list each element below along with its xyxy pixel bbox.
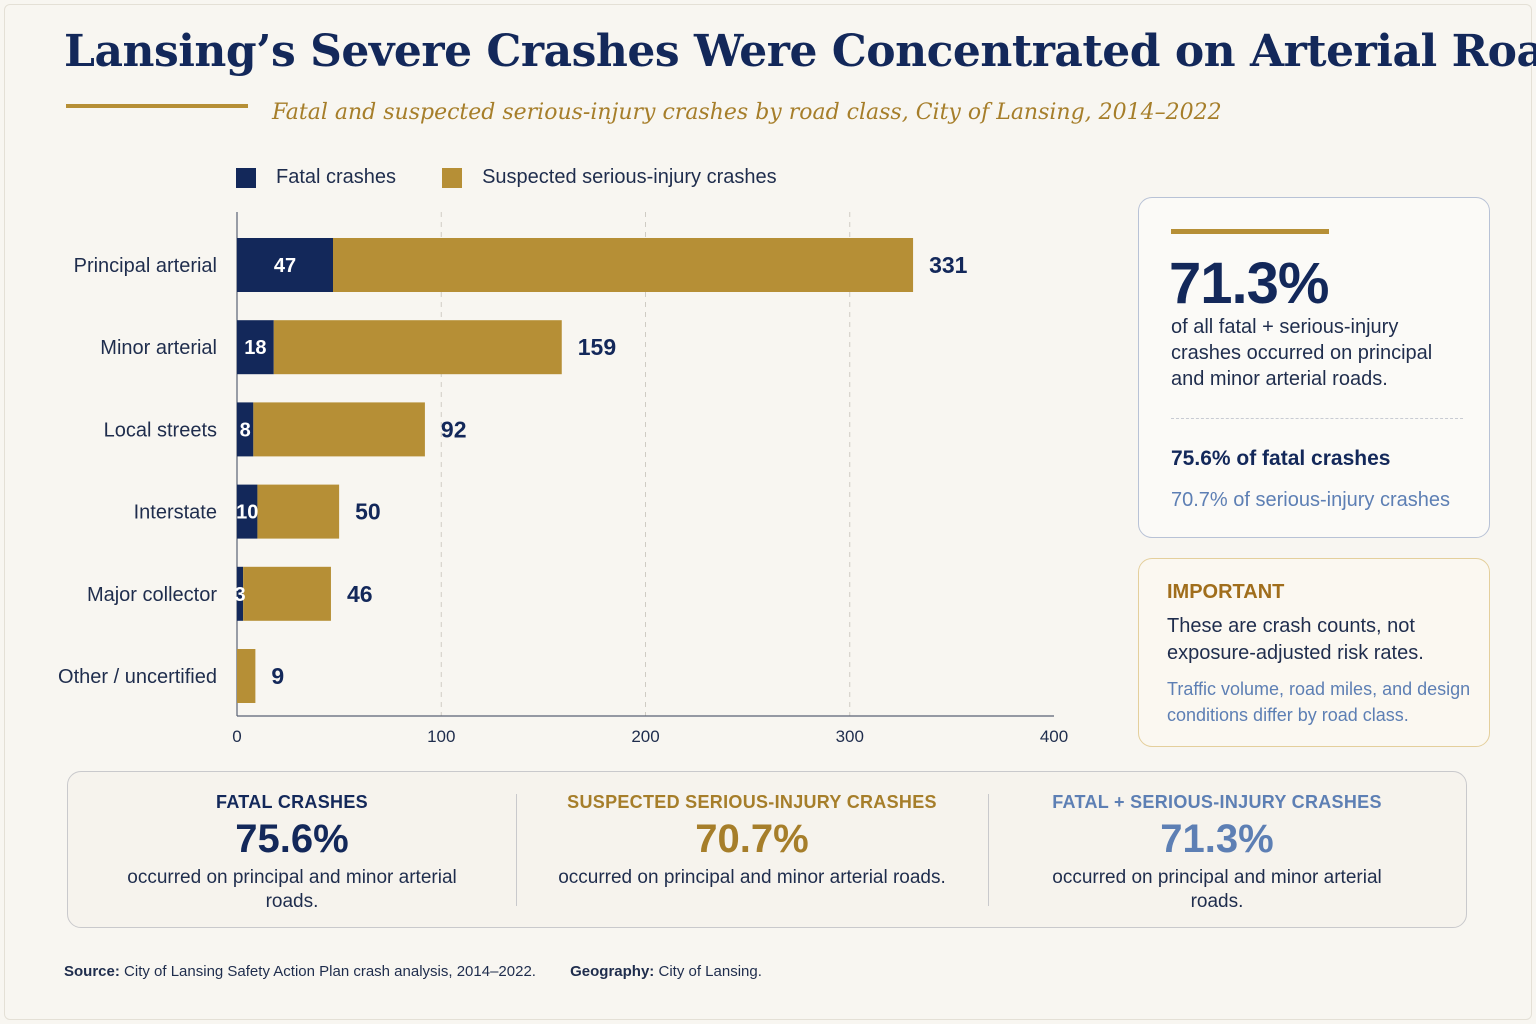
- summary-description: occurred on principal and minor arterial…: [127, 867, 457, 912]
- bar-total-label: 50: [355, 499, 381, 525]
- chart-legend: Fatal crashes Suspected serious-injury c…: [236, 166, 823, 189]
- x-tick-label: 0: [232, 727, 241, 746]
- legend-item-serious: Suspected serious-injury crashes: [442, 166, 777, 189]
- bar-serious: [332, 238, 914, 292]
- summary-fatal: FATAL CRASHES 75.6% occurred on principa…: [68, 772, 516, 929]
- summary-description: occurred on principal and minor arterial…: [558, 867, 946, 888]
- title-rule: [66, 104, 248, 108]
- summary-divider: [516, 794, 517, 906]
- bar-data-label: 47: [274, 255, 296, 277]
- headline-stat-description: of all fatal + serious-injury crashes oc…: [1171, 316, 1433, 390]
- page-title: Lansing’s Severe Crashes Were Concentrat…: [64, 26, 1536, 77]
- card-divider: [1171, 418, 1463, 419]
- bar-data-label: 3: [235, 584, 246, 606]
- bar-total-label: 46: [347, 581, 373, 607]
- bar-fatal: [237, 402, 254, 457]
- x-tick-label: 200: [631, 727, 659, 746]
- y-tick-label: Other / uncertified: [58, 666, 217, 688]
- note-sub-text: Traffic volume, road miles, and design c…: [1167, 679, 1471, 725]
- summary-description: occurred on principal and minor arterial…: [1052, 867, 1382, 912]
- y-tick-label: Major collector: [87, 584, 217, 606]
- summary-value: 75.6%: [235, 817, 349, 861]
- summary-heading: FATAL + SERIOUS-INJURY CRASHES: [1052, 792, 1382, 812]
- bar-total-label: 9: [271, 663, 284, 689]
- summary-divider: [988, 794, 989, 906]
- summary-value: 70.7%: [695, 817, 809, 861]
- summary-heading: SUSPECTED SERIOUS-INJURY CRASHES: [567, 792, 937, 812]
- important-note-card: IMPORTANT These are crash counts, not ex…: [1138, 558, 1490, 747]
- footer: Source: City of Lansing Safety Action Pl…: [64, 963, 762, 980]
- card-accent-rule: [1171, 229, 1329, 234]
- bar-serious: [257, 484, 340, 539]
- fatal-share-line: 75.6% of fatal crashes: [1171, 447, 1391, 470]
- bar-data-label: 8: [240, 419, 251, 441]
- x-tick-label: 100: [427, 727, 455, 746]
- bar-serious: [253, 402, 425, 457]
- summary-heading: FATAL CRASHES: [216, 792, 368, 812]
- bar-fatal: [237, 484, 258, 539]
- summary-combined: FATAL + SERIOUS-INJURY CRASHES 71.3% occ…: [988, 772, 1446, 929]
- page-frame: [4, 4, 1532, 1020]
- legend-swatch-fatal: [236, 167, 256, 188]
- y-tick-label: Minor arterial: [100, 337, 217, 359]
- legend-label-fatal: Fatal crashes: [276, 166, 397, 188]
- source-label: Source:: [64, 963, 120, 980]
- bar-fatal: [237, 320, 274, 375]
- bar-serious: [243, 566, 331, 621]
- bar-serious: [273, 320, 562, 375]
- note-heading: IMPORTANT: [1167, 581, 1285, 603]
- bar-fatal: [237, 566, 244, 621]
- headline-stat-value: 71.3%: [1169, 251, 1329, 316]
- serious-share-line: 70.7% of serious-injury crashes: [1171, 489, 1451, 511]
- bar-data-label: 10: [236, 502, 258, 524]
- bar-serious: [237, 649, 256, 703]
- legend-label-serious: Suspected serious-injury crashes: [482, 166, 777, 188]
- bar-total-label: 331: [929, 252, 968, 278]
- y-tick-label: Principal arterial: [74, 255, 217, 277]
- source-text: City of Lansing Safety Action Plan crash…: [124, 963, 536, 980]
- bar-fatal: [237, 238, 333, 292]
- summary-serious: SUSPECTED SERIOUS-INJURY CRASHES 70.7% o…: [516, 772, 988, 929]
- geography-text: City of Lansing.: [658, 963, 762, 980]
- x-tick-label: 300: [836, 727, 864, 746]
- stacked-bar-chart: 0 100 200 300 400 Principal arterial 47 331 Mino…: [58, 212, 1068, 746]
- legend-swatch-serious: [442, 167, 463, 188]
- bar-total-label: 159: [578, 334, 616, 360]
- summary-panel: FATAL CRASHES 75.6% occurred on principa…: [67, 771, 1467, 928]
- headline-stat-card: 71.3% of all fatal + serious-injury cras…: [1138, 197, 1490, 538]
- geography-label: Geography:: [570, 963, 655, 980]
- x-tick-label: 400: [1040, 727, 1068, 746]
- legend-item-fatal: Fatal crashes: [236, 166, 396, 189]
- note-main-text: These are crash counts, not exposure-adj…: [1167, 615, 1424, 664]
- bar-data-label: 18: [244, 337, 266, 359]
- bar-total-label: 92: [441, 416, 467, 442]
- summary-value: 71.3%: [1160, 817, 1274, 861]
- page-subtitle: Fatal and suspected serious-injury crash…: [272, 100, 1222, 125]
- y-tick-label: Local streets: [104, 419, 217, 441]
- y-tick-label: Interstate: [134, 502, 217, 524]
